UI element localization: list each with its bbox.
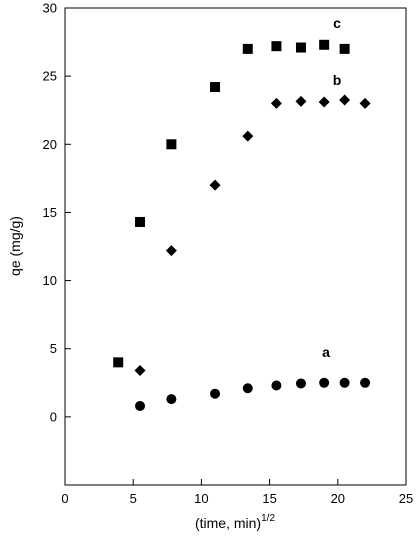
- series-label-b: b: [333, 72, 342, 88]
- data-point-a: [360, 377, 371, 388]
- x-tick-label: 5: [130, 491, 137, 506]
- data-point-a: [210, 388, 221, 399]
- data-point-b: [359, 97, 371, 109]
- data-point-a: [339, 377, 350, 388]
- data-point-c: [339, 43, 350, 54]
- x-tick-label: 15: [262, 491, 276, 506]
- x-tick-label: 0: [61, 491, 68, 506]
- y-axis-label: qe (mg/g): [7, 216, 23, 276]
- data-point-a: [242, 383, 253, 394]
- x-tick-label: 20: [331, 491, 345, 506]
- data-point-c: [295, 42, 306, 53]
- x-tick-label: 25: [399, 491, 413, 506]
- data-point-b: [270, 97, 282, 109]
- x-axis-label: (time, min)1/2: [195, 513, 275, 531]
- data-point-c: [319, 39, 330, 50]
- data-points: [113, 39, 371, 411]
- y-axis-ticks: 0 5 10 15 20 25 30: [43, 1, 71, 424]
- data-point-c: [271, 41, 282, 52]
- series-labels: a b c: [322, 15, 341, 360]
- y-tick-label: 5: [50, 341, 57, 356]
- data-point-b: [209, 179, 221, 191]
- data-point-b: [318, 96, 330, 108]
- data-point-c: [166, 139, 177, 150]
- data-point-b: [295, 95, 307, 107]
- plot-frame: [64, 7, 407, 486]
- data-point-c: [135, 216, 146, 227]
- data-point-a: [271, 380, 282, 391]
- data-point-c: [210, 82, 221, 93]
- data-point-b: [242, 130, 254, 142]
- data-point-c: [113, 357, 124, 368]
- y-tick-label: 20: [43, 137, 57, 152]
- x-tick-label: 10: [194, 491, 208, 506]
- data-point-c: [242, 43, 253, 54]
- series-label-c: c: [333, 15, 341, 31]
- data-point-b: [134, 365, 146, 377]
- y-tick-label: 0: [50, 409, 57, 424]
- data-point-a: [135, 400, 146, 411]
- series-label-a: a: [322, 344, 330, 360]
- data-point-b: [339, 94, 351, 106]
- y-tick-label: 25: [43, 69, 57, 84]
- data-point-a: [166, 394, 177, 405]
- y-tick-label: 30: [43, 1, 57, 16]
- y-tick-label: 15: [43, 205, 57, 220]
- y-tick-label: 10: [43, 273, 57, 288]
- data-point-a: [319, 377, 330, 388]
- x-axis-ticks: 0 5 10 15 20 25: [61, 479, 413, 506]
- data-point-b: [165, 245, 177, 257]
- data-point-a: [295, 378, 306, 389]
